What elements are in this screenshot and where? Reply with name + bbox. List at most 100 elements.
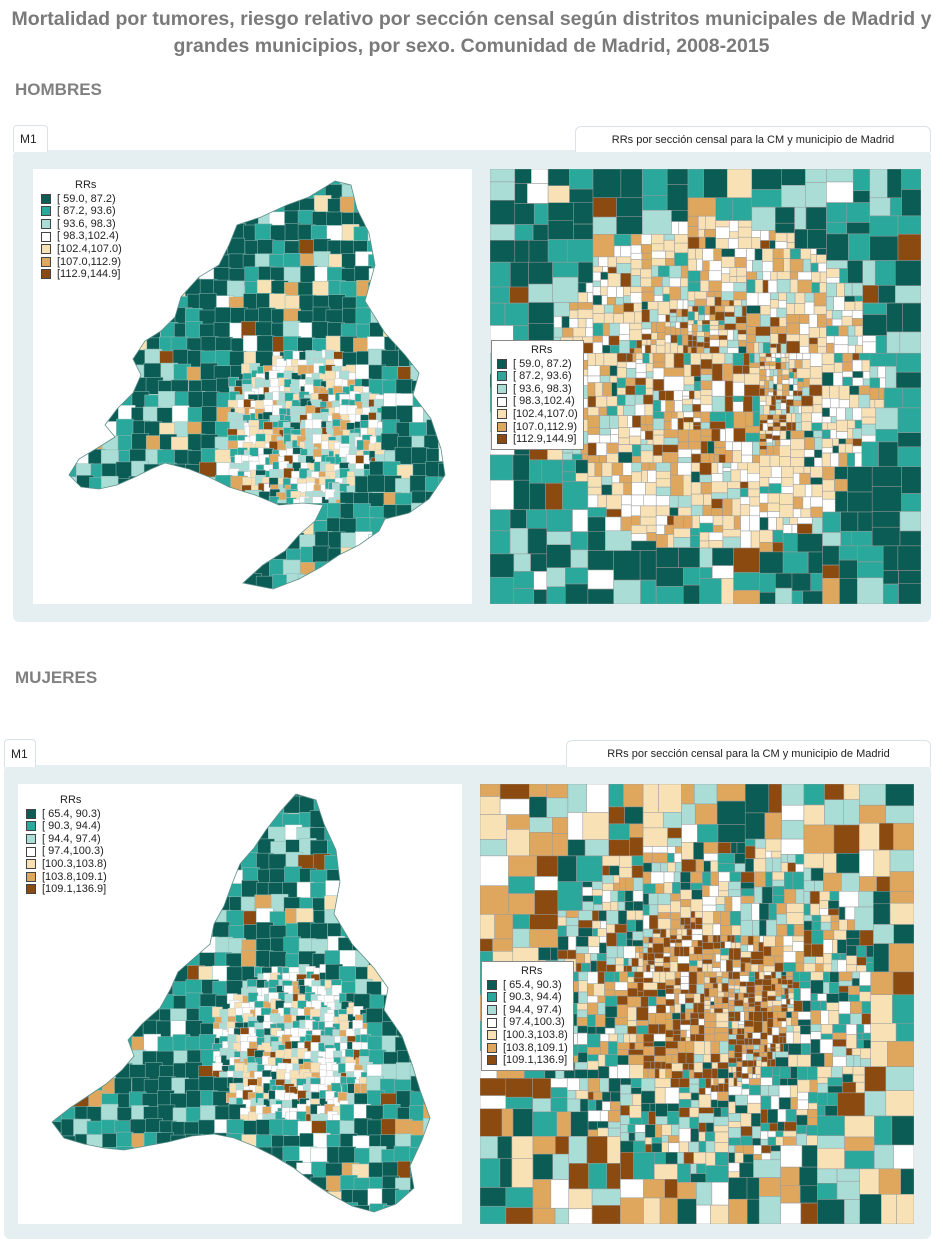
census-section	[655, 344, 666, 354]
census-section	[713, 248, 722, 262]
census-section	[721, 291, 735, 301]
census-section	[804, 437, 815, 451]
census-section	[764, 361, 770, 366]
census-section	[310, 1176, 329, 1195]
census-section	[382, 532, 400, 551]
census-section	[46, 450, 63, 467]
census-section	[826, 318, 833, 327]
census-section	[61, 1022, 80, 1041]
census-section	[626, 910, 636, 921]
census-section	[702, 1054, 712, 1063]
census-section	[781, 369, 790, 376]
census-section	[674, 977, 682, 986]
census-section	[652, 379, 665, 392]
census-section	[709, 334, 719, 341]
census-section	[673, 352, 685, 369]
hombres-tab-m1[interactable]: M1	[13, 125, 48, 152]
census-section	[858, 385, 871, 395]
census-section	[143, 181, 162, 185]
census-section	[384, 518, 403, 537]
census-section	[600, 286, 608, 296]
census-section	[737, 334, 747, 341]
census-section	[758, 964, 764, 973]
census-section	[298, 574, 316, 589]
census-section	[704, 976, 711, 984]
census-section	[35, 491, 52, 508]
census-section	[693, 946, 703, 955]
census-section	[425, 894, 430, 913]
census-section	[899, 530, 921, 547]
census-section	[655, 471, 671, 480]
census-section	[643, 977, 654, 983]
census-section	[711, 473, 724, 483]
census-section	[886, 331, 901, 354]
mujeres-tab-rrs[interactable]: RRs por sección censal para la CM y muni…	[566, 740, 931, 767]
census-section	[622, 462, 633, 476]
census-section	[469, 491, 472, 508]
census-section	[514, 224, 534, 241]
census-section	[255, 575, 274, 589]
census-section	[873, 849, 891, 877]
census-section	[670, 334, 678, 344]
census-section	[201, 406, 219, 424]
census-section	[437, 1049, 454, 1066]
census-section	[52, 949, 65, 968]
census-section	[680, 924, 685, 930]
census-section	[709, 320, 719, 326]
census-section	[59, 924, 77, 942]
census-section	[852, 438, 863, 447]
census-section	[833, 372, 843, 387]
census-section	[811, 412, 823, 424]
census-section	[352, 853, 371, 871]
census-section	[774, 962, 784, 973]
census-section	[408, 1189, 427, 1207]
census-section	[655, 462, 671, 472]
mujeres-tab-m1[interactable]: M1	[4, 739, 36, 767]
census-section	[72, 520, 91, 538]
census-section	[18, 1093, 33, 1110]
census-section	[452, 1178, 462, 1195]
census-section	[641, 462, 650, 471]
census-section	[669, 928, 678, 936]
census-section	[670, 912, 681, 921]
hombres-tab-rrs[interactable]: RRs por sección censal para la CM y muni…	[575, 126, 931, 152]
census-section	[765, 433, 773, 440]
census-section	[729, 267, 738, 277]
census-section	[31, 1065, 48, 1082]
census-section	[573, 223, 594, 240]
census-section	[242, 810, 260, 828]
census-section	[144, 1219, 161, 1224]
census-section	[731, 498, 741, 517]
census-section	[490, 553, 515, 578]
census-section	[655, 567, 684, 587]
census-section	[453, 421, 470, 438]
census-section	[490, 261, 511, 288]
census-section	[132, 280, 150, 299]
census-section	[575, 472, 589, 482]
census-section	[695, 248, 703, 260]
census-section	[439, 365, 445, 384]
census-section	[412, 323, 430, 342]
census-section	[789, 271, 799, 280]
census-section	[682, 299, 689, 310]
census-section	[711, 967, 721, 973]
census-section	[897, 545, 921, 571]
census-section	[696, 341, 705, 348]
census-section	[546, 509, 573, 532]
census-section	[606, 395, 618, 407]
census-section	[422, 1048, 430, 1067]
census-section	[716, 971, 723, 977]
census-section	[566, 1078, 580, 1091]
census-section	[529, 832, 553, 857]
census-section	[114, 321, 133, 339]
census-section	[200, 1160, 218, 1179]
census-section	[830, 398, 840, 409]
census-section	[255, 544, 273, 563]
census-section	[142, 825, 161, 844]
census-section	[794, 206, 807, 230]
census-section	[32, 1206, 49, 1223]
census-section	[592, 266, 603, 273]
census-section	[746, 342, 755, 354]
census-section	[775, 935, 784, 947]
census-section	[100, 505, 119, 523]
